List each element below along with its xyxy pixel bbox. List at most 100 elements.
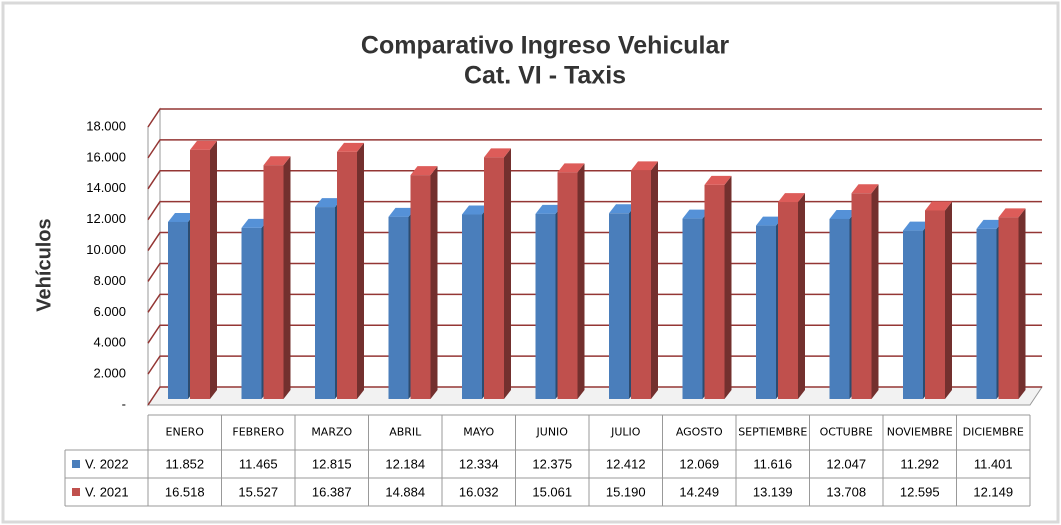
x-tick-label: SEPTIEMBRE bbox=[738, 426, 807, 439]
grid-line bbox=[147, 108, 1042, 128]
bar bbox=[976, 228, 997, 399]
table-value: 12.412 bbox=[606, 456, 646, 471]
table-value: 16.387 bbox=[312, 484, 352, 499]
chart-title: Comparativo Ingreso Vehicular bbox=[361, 32, 729, 60]
bar bbox=[241, 227, 262, 399]
x-tick-label: NOVIEMBRE bbox=[887, 426, 953, 439]
bar bbox=[388, 216, 409, 399]
table-value: 11.852 bbox=[165, 456, 204, 471]
bar-top bbox=[462, 205, 489, 215]
y-tick-label: 18.000 bbox=[86, 118, 126, 133]
legend-swatch bbox=[72, 488, 80, 496]
bar bbox=[851, 193, 872, 399]
bar-side bbox=[210, 140, 217, 399]
bar-top bbox=[315, 198, 342, 208]
table-value: 15.061 bbox=[532, 484, 572, 499]
bar-side bbox=[798, 193, 805, 399]
table-value: 12.334 bbox=[459, 456, 499, 471]
x-tick-label: MARZO bbox=[311, 426, 352, 439]
table-value: 12.375 bbox=[532, 456, 572, 471]
bar-side bbox=[283, 156, 291, 399]
legend-label: V. 2022 bbox=[85, 456, 129, 471]
bar bbox=[756, 225, 776, 399]
bar bbox=[682, 218, 703, 399]
grid-line bbox=[147, 139, 1042, 159]
table-value: 16.518 bbox=[165, 484, 205, 499]
bar-top bbox=[778, 193, 805, 203]
bar-side bbox=[651, 161, 658, 399]
bar-side bbox=[945, 201, 952, 399]
x-tick-label: ENERO bbox=[166, 426, 205, 439]
bar bbox=[263, 165, 284, 399]
bar bbox=[168, 221, 188, 399]
bar bbox=[903, 230, 923, 399]
grid-line bbox=[147, 170, 1042, 190]
bar-top bbox=[976, 219, 1004, 229]
bar bbox=[778, 202, 798, 399]
grid-line bbox=[147, 200, 1042, 221]
x-tick-label: DICIEMBRE bbox=[963, 426, 1024, 439]
bar-top bbox=[388, 207, 416, 217]
bar bbox=[609, 213, 629, 399]
table-value: 12.069 bbox=[679, 456, 719, 471]
y-tick-label: 10.000 bbox=[86, 242, 126, 257]
bar bbox=[829, 218, 850, 399]
grid-line bbox=[147, 386, 1042, 406]
x-tick-label: JUNIO bbox=[536, 426, 569, 439]
x-tick-label: JULIO bbox=[610, 426, 641, 439]
table-value: 12.047 bbox=[826, 456, 866, 471]
bar-top bbox=[682, 209, 710, 219]
bar-side bbox=[871, 184, 879, 399]
grid-line bbox=[147, 324, 1042, 344]
bar-top bbox=[190, 140, 217, 150]
table-value: 13.708 bbox=[826, 484, 866, 499]
x-tick-label: FEBRERO bbox=[232, 426, 284, 439]
y-tick-label: 4.000 bbox=[93, 335, 126, 350]
y-tick-label: 6.000 bbox=[93, 304, 126, 319]
bar bbox=[998, 217, 1019, 399]
bar-top bbox=[535, 204, 563, 214]
bar bbox=[462, 214, 482, 399]
bar bbox=[337, 151, 357, 399]
back-wall bbox=[147, 107, 161, 407]
bar bbox=[190, 149, 210, 399]
y-tick-label: - bbox=[122, 396, 126, 411]
bar-top bbox=[241, 218, 269, 228]
table-value: 11.616 bbox=[753, 456, 792, 471]
bar-top bbox=[557, 163, 585, 173]
x-tick-label: AGOSTO bbox=[676, 426, 723, 439]
y-tick-label: 2.000 bbox=[93, 366, 126, 381]
grid-line bbox=[147, 231, 1042, 251]
table-value: 11.401 bbox=[974, 456, 1013, 471]
table-value: 12.595 bbox=[900, 484, 940, 499]
bar-top bbox=[410, 166, 438, 176]
grid-line bbox=[147, 262, 1042, 282]
legend-label: V. 2021 bbox=[85, 484, 129, 499]
y-tick-label: 14.000 bbox=[86, 180, 126, 195]
bar-top bbox=[337, 142, 364, 152]
bar bbox=[410, 175, 431, 399]
bar bbox=[704, 184, 725, 399]
grid-line bbox=[147, 293, 1042, 313]
bar-top bbox=[263, 156, 291, 166]
bar-top bbox=[756, 216, 783, 226]
x-tick-label: MAYO bbox=[463, 426, 494, 439]
bar-top bbox=[704, 175, 732, 185]
table-value: 12.184 bbox=[385, 456, 425, 471]
bar-top bbox=[484, 148, 511, 158]
bar-side bbox=[430, 166, 438, 399]
table-value: 11.465 bbox=[239, 456, 278, 471]
bar-side bbox=[357, 142, 364, 399]
table-value: 14.249 bbox=[679, 484, 719, 499]
table-value: 16.032 bbox=[459, 484, 499, 499]
bar bbox=[535, 213, 556, 399]
x-tick-label: OCTUBRE bbox=[820, 426, 873, 439]
grid-line bbox=[147, 355, 1042, 375]
bar-side bbox=[724, 175, 732, 399]
bar bbox=[315, 207, 335, 399]
bar bbox=[631, 170, 651, 399]
bar-side bbox=[504, 148, 511, 399]
bar-top bbox=[925, 201, 952, 211]
table-value: 14.884 bbox=[385, 484, 425, 499]
